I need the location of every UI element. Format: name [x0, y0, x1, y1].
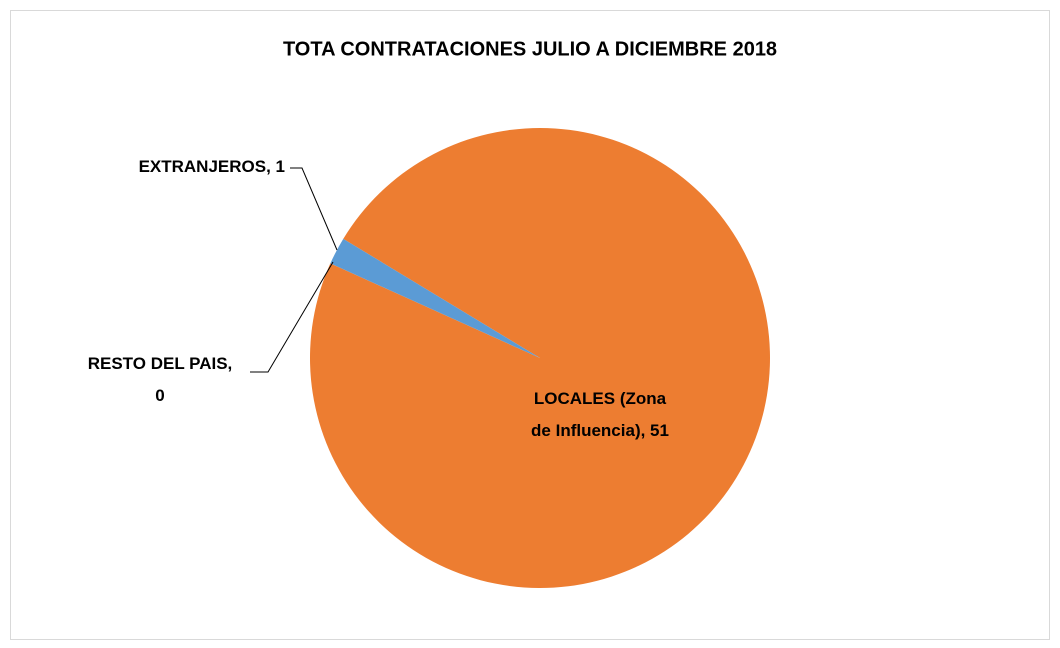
leader-line	[250, 261, 334, 373]
leader-line	[290, 167, 338, 251]
data-label: RESTO DEL PAIS, 0	[88, 354, 233, 405]
data-label: LOCALES (Zona de Influencia), 51	[531, 389, 669, 440]
data-label: EXTRANJEROS, 1	[139, 157, 285, 176]
pie-slice	[330, 238, 540, 358]
chart-title: TOTA CONTRATACIONES JULIO A DICIEMBRE 20…	[283, 38, 777, 60]
